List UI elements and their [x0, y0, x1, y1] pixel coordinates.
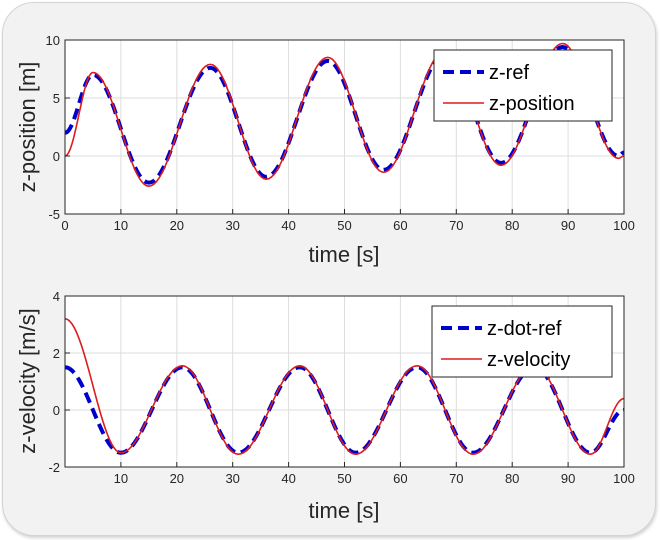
velocity-ticks: 10 20 30 40 50 60 70 80 90 100 -2 0 2 4 [48, 289, 634, 486]
x-tick-label: 20 [170, 218, 184, 233]
velocity-y-axis-label: z-velocity [m/s] [15, 308, 40, 453]
y-tick-label: -2 [48, 460, 60, 475]
velocity-chart: 10 20 30 40 50 60 70 80 90 100 -2 0 2 4 time [s] z-ve… [15, 289, 635, 523]
x-tick-label: 90 [561, 218, 575, 233]
x-tick-label: 50 [337, 218, 351, 233]
x-tick-label: 30 [225, 471, 239, 486]
legend-label-z-ref: z-ref [489, 62, 529, 84]
y-tick-label: 0 [53, 149, 60, 164]
y-tick-label: 5 [53, 91, 60, 106]
y-tick-label: 10 [46, 33, 60, 48]
position-y-axis-label: z-position [m] [15, 62, 40, 193]
y-tick-label: 2 [53, 346, 60, 361]
x-tick-label: 70 [449, 471, 463, 486]
x-tick-label: 60 [393, 218, 407, 233]
y-tick-label: 4 [53, 289, 60, 304]
x-tick-label: 100 [613, 218, 635, 233]
x-tick-label: 70 [449, 218, 463, 233]
velocity-legend-box [431, 305, 613, 378]
velocity-legend: z-dot-ref z-velocity [431, 305, 613, 378]
x-tick-label: 100 [613, 471, 635, 486]
x-tick-label: 80 [505, 471, 519, 486]
x-tick-label: 80 [505, 218, 519, 233]
legend-label-z-velocity: z-velocity [487, 349, 570, 371]
x-tick-label: 40 [281, 218, 295, 233]
legend-label-z-position: z-position [489, 93, 575, 115]
x-tick-label: 30 [225, 218, 239, 233]
y-tick-label: -5 [48, 207, 60, 222]
x-tick-label: 0 [61, 218, 68, 233]
y-tick-label: 0 [53, 403, 60, 418]
legend-label-z-dot-ref: z-dot-ref [487, 318, 562, 340]
x-tick-label: 10 [114, 471, 128, 486]
position-x-axis-label: time [s] [309, 242, 380, 267]
x-tick-label: 90 [561, 471, 575, 486]
x-tick-label: 20 [170, 471, 184, 486]
position-legend: z-ref z-position [433, 49, 613, 122]
x-tick-label: 10 [114, 218, 128, 233]
x-tick-label: 40 [281, 471, 295, 486]
series-line-z-velocity [64, 318, 625, 455]
x-tick-label: 50 [337, 471, 351, 486]
x-tick-label: 60 [393, 471, 407, 486]
velocity-series [64, 318, 625, 455]
velocity-x-axis-label: time [s] [309, 498, 380, 523]
position-legend-box [433, 49, 613, 122]
